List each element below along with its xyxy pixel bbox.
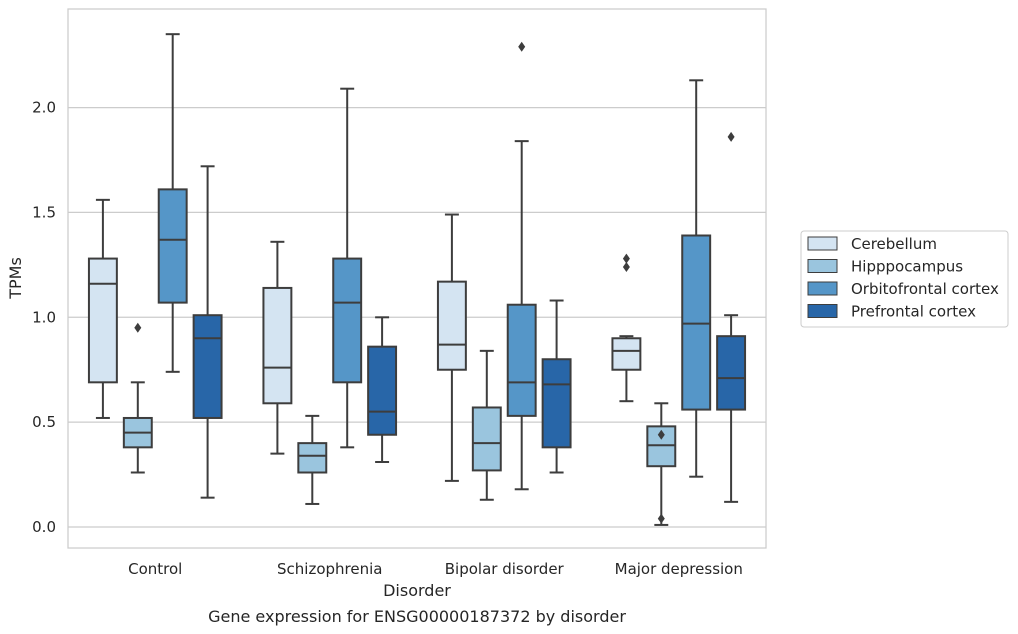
box-1-1 <box>297 414 328 505</box>
x-tick-label: Control <box>128 560 182 578</box>
legend-swatch <box>807 259 838 273</box>
box-1-2 <box>332 87 363 449</box>
outlier-point <box>518 41 526 52</box>
iqr-box <box>681 234 712 411</box>
box-0-2 <box>157 33 188 373</box>
outlier-point <box>622 261 630 272</box>
iqr-box <box>192 314 223 419</box>
iqr-box <box>611 337 642 371</box>
box-3-1 <box>646 402 677 526</box>
box-0-3 <box>192 165 223 499</box>
y-tick-label: 0.5 <box>32 413 56 431</box>
legend-swatch <box>807 236 838 251</box>
box-1-0 <box>262 240 293 455</box>
box-0-0 <box>87 198 118 419</box>
outlier-point <box>727 131 735 142</box>
outlier-point <box>622 253 630 264</box>
box-3-0 <box>611 253 642 403</box>
iqr-box <box>367 345 398 436</box>
y-axis-label: TPMs <box>6 257 25 300</box>
iqr-box <box>87 257 118 384</box>
box-0-1 <box>122 322 153 474</box>
box-2-0 <box>436 213 467 482</box>
box-2-2 <box>506 41 537 491</box>
legend-swatch <box>807 304 838 318</box>
chart-caption: Gene expression for ENSG00000187372 by d… <box>208 607 626 626</box>
iqr-box <box>157 188 188 304</box>
box-3-2 <box>681 79 712 478</box>
iqr-box <box>716 335 747 411</box>
box-plots <box>87 33 747 526</box>
legend-label: Orbitofrontal cortex <box>851 280 999 298</box>
legend-label: Cerebellum <box>851 235 937 253</box>
iqr-box <box>262 286 293 405</box>
x-axis-label: Disorder <box>383 581 451 600</box>
y-tick-label: 1.5 <box>32 203 56 221</box>
plot-frame <box>67 8 767 549</box>
iqr-box <box>297 442 328 474</box>
outlier-point <box>657 513 665 524</box>
y-tick-labels: 0.0 0.5 1.0 1.5 2.0 <box>32 99 56 536</box>
outlier-point <box>657 429 665 440</box>
x-tick-label: Schizophrenia <box>277 560 382 578</box>
legend: Cerebellum Hipppocampus Orbitofrontal cort… <box>800 230 1009 328</box>
y-tick-label: 2.0 <box>32 99 56 117</box>
x-tick-label: Major depression <box>615 560 743 578</box>
legend-label: Hipppocampus <box>851 258 963 276</box>
y-tick-label: 0.0 <box>32 518 56 536</box>
iqr-box <box>436 280 467 371</box>
legend-swatch <box>807 281 838 296</box>
box-2-1 <box>471 349 502 501</box>
x-tick-label: Bipolar disorder <box>445 560 565 578</box>
box-3-3 <box>716 131 747 503</box>
iqr-box <box>471 406 502 472</box>
iqr-box <box>332 257 363 384</box>
y-tick-label: 1.0 <box>32 308 56 326</box>
box-1-3 <box>367 316 398 464</box>
box-2-3 <box>541 299 572 474</box>
legend-label: Prefrontal cortex <box>851 303 976 321</box>
legend-frame <box>800 230 1009 328</box>
outlier-point <box>134 322 142 333</box>
iqr-box <box>506 303 537 417</box>
x-tick-labels: Control Schizophrenia Bipolar disorder Majo… <box>128 560 743 578</box>
iqr-box <box>541 358 572 449</box>
